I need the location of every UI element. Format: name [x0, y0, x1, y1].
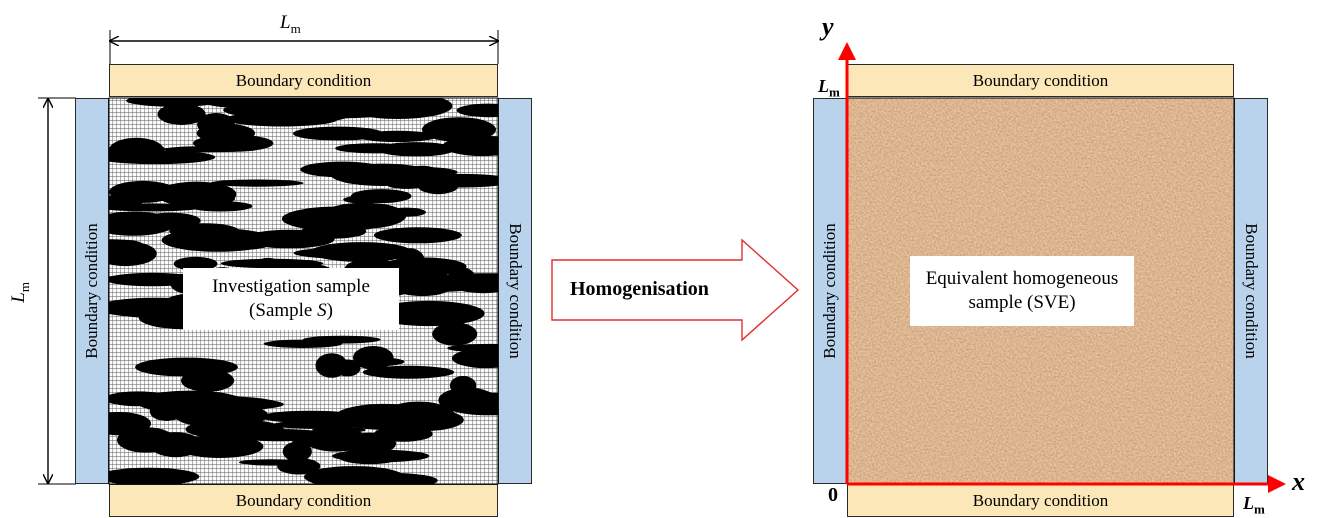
pore-blob	[373, 227, 462, 244]
pore-blob	[135, 357, 238, 377]
pore-blob	[282, 441, 312, 462]
pore-blob	[304, 466, 404, 484]
pore-blob	[263, 339, 343, 348]
pore-blob	[386, 207, 426, 217]
left-bc-top: Boundary condition	[109, 64, 498, 97]
x-tick-lm: Lm	[1243, 493, 1265, 517]
pore-blob	[185, 419, 284, 440]
pore-blob	[451, 348, 498, 369]
pore-blob	[396, 248, 425, 275]
pore-blob	[172, 398, 284, 411]
left-bc-right: Boundary condition	[498, 98, 532, 484]
pore-blob	[109, 239, 142, 248]
pore-blob	[432, 322, 478, 346]
pore-blob	[332, 449, 430, 463]
pore-blob	[417, 176, 459, 195]
pore-blob	[209, 179, 304, 187]
left-sample-label: Investigation sample (Sample S)	[183, 268, 399, 330]
left-bc-left: Boundary condition	[75, 98, 109, 484]
pore-blob	[447, 343, 498, 353]
pore-blob	[442, 135, 498, 157]
pore-blob	[109, 195, 143, 209]
pore-blob	[109, 391, 172, 407]
pore-blob	[315, 353, 348, 378]
pore-blob	[422, 117, 496, 142]
pore-blob	[137, 300, 192, 316]
pore-blob	[149, 401, 184, 421]
x-axis-arrowhead	[1268, 475, 1286, 493]
y-axis-arrowhead	[838, 42, 856, 60]
pore-blob	[354, 357, 405, 367]
right-sample-label: Equivalent homogeneous sample (SVE)	[910, 256, 1134, 326]
pore-blob	[343, 98, 453, 119]
pore-blob	[438, 387, 497, 413]
x-axis-label: x	[1292, 467, 1305, 496]
homogenisation-label: Homogenisation	[570, 278, 709, 300]
pore-blob	[175, 435, 264, 458]
pore-blob	[300, 161, 385, 178]
pore-blob	[452, 278, 498, 294]
pore-blob	[296, 102, 352, 115]
right-bc-bottom: Boundary condition	[847, 484, 1234, 517]
pore-blob	[343, 195, 382, 204]
pore-blob	[407, 165, 438, 177]
pore-blob	[200, 194, 234, 204]
pore-blob	[260, 410, 361, 424]
pore-blob	[109, 137, 165, 164]
pore-blob	[197, 113, 235, 136]
pore-blob	[362, 365, 455, 379]
pore-blob	[173, 256, 218, 271]
pore-blob	[372, 300, 485, 327]
pore-blob	[379, 408, 464, 432]
dim-label-top: Lm	[280, 12, 301, 36]
pore-blob	[157, 103, 206, 125]
y-axis-label: y	[822, 12, 834, 41]
pore-blob	[304, 428, 369, 452]
pore-blob	[109, 241, 157, 267]
pore-blob	[360, 252, 386, 262]
pore-blob	[126, 98, 223, 107]
pore-blob	[277, 458, 321, 475]
pore-blob	[109, 467, 200, 484]
pore-blob	[356, 130, 438, 142]
y-tick-lm: Lm	[818, 76, 840, 100]
pore-blob	[281, 206, 396, 232]
right-bc-right: Boundary condition	[1234, 98, 1268, 484]
pore-blob	[109, 412, 151, 436]
right-bc-top: Boundary condition	[847, 64, 1234, 97]
pore-blob	[109, 211, 176, 236]
right-bc-left: Boundary condition	[813, 98, 847, 484]
pore-blob	[376, 142, 456, 157]
origin-label: 0	[828, 484, 838, 506]
pore-phase	[109, 98, 498, 484]
pore-blob	[456, 103, 498, 118]
pore-blob	[169, 223, 240, 240]
